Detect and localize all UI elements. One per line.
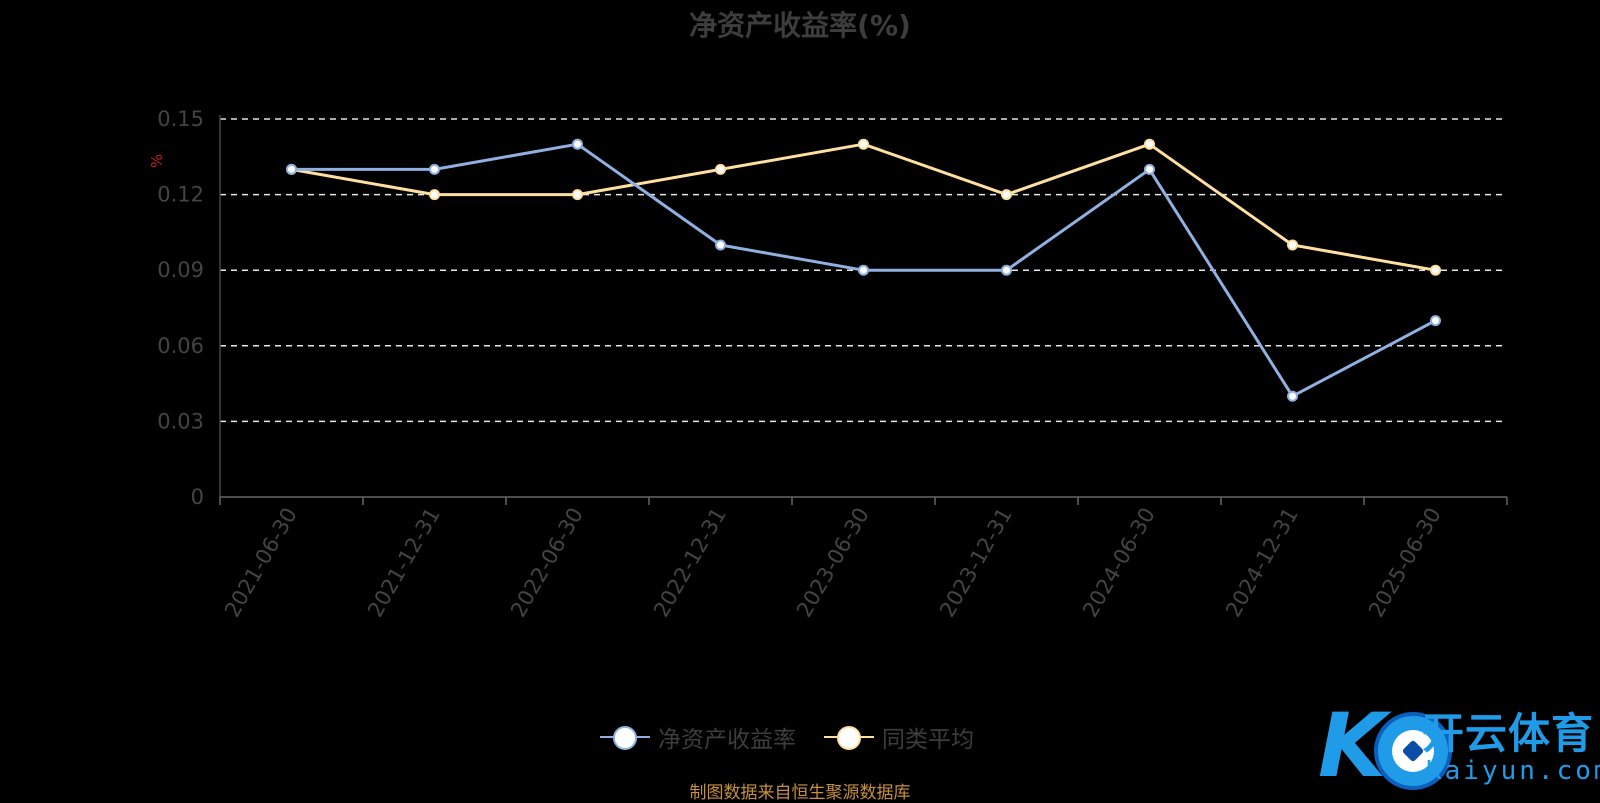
- x-tick-label: 2023-12-31: [935, 504, 1017, 622]
- data-point-peer-average: [1001, 189, 1012, 201]
- legend-roe-marker: [600, 725, 650, 750]
- y-tick-label: 0: [191, 485, 204, 509]
- x-tick-label: 2024-12-31: [1221, 504, 1303, 622]
- logo-text-en: Kaiyun.com: [1426, 756, 1600, 786]
- legend-roe-label: 净资产收益率: [658, 727, 796, 753]
- data-point-roe: [572, 138, 583, 150]
- legend-item-peer-average[interactable]: 同类平均: [824, 720, 974, 754]
- data-point-roe: [1287, 390, 1298, 402]
- legend: 净资产收益率 同类平均: [600, 720, 974, 754]
- chart-title: 净资产收益率(%): [689, 9, 911, 42]
- data-point-peer-average: [429, 189, 440, 201]
- data-point-peer-average: [1430, 264, 1441, 276]
- x-tick-label: 2022-06-30: [506, 504, 588, 622]
- data-point-roe: [429, 163, 440, 175]
- data-point-peer-average: [572, 189, 583, 201]
- x-tick-label: 2021-12-31: [363, 504, 445, 622]
- data-point-roe: [715, 239, 726, 251]
- data-point-roe: [858, 264, 869, 276]
- data-point-roe: [1430, 315, 1441, 327]
- soccer-ball-icon: [1374, 712, 1452, 790]
- legend-item-roe[interactable]: 净资产收益率: [600, 720, 796, 754]
- data-point-roe: [1001, 264, 1012, 276]
- data-point-roe: [286, 163, 297, 175]
- legend-peer-average-label: 同类平均: [882, 727, 974, 753]
- data-point-peer-average: [715, 163, 726, 175]
- kaiyun-logo: K 开云体育 Kaiyun.com: [1318, 700, 1600, 800]
- x-tick-label: 2022-12-31: [649, 504, 731, 622]
- data-source-note: 制图数据来自恒生聚源数据库: [689, 783, 911, 803]
- x-tick-label: 2025-06-30: [1364, 504, 1446, 622]
- data-point-roe: [1144, 163, 1155, 175]
- logo-text-cn: 开云体育: [1422, 709, 1595, 758]
- x-tick-label: 2021-06-30: [220, 504, 302, 622]
- y-axis-unit: %: [148, 154, 166, 168]
- y-tick-label: 0.12: [157, 183, 204, 207]
- y-tick-label: 0.06: [157, 334, 204, 358]
- x-tick-label: 2023-06-30: [792, 504, 874, 622]
- y-tick-label: 0.03: [157, 409, 204, 433]
- y-tick-label: 0.15: [157, 107, 204, 131]
- x-tick-label: 2024-06-30: [1078, 504, 1160, 622]
- data-point-peer-average: [858, 138, 869, 150]
- y-tick-label: 0.09: [157, 258, 204, 282]
- legend-peer-average-marker: [824, 725, 874, 750]
- data-point-peer-average: [1287, 239, 1298, 251]
- data-point-peer-average: [1144, 138, 1155, 150]
